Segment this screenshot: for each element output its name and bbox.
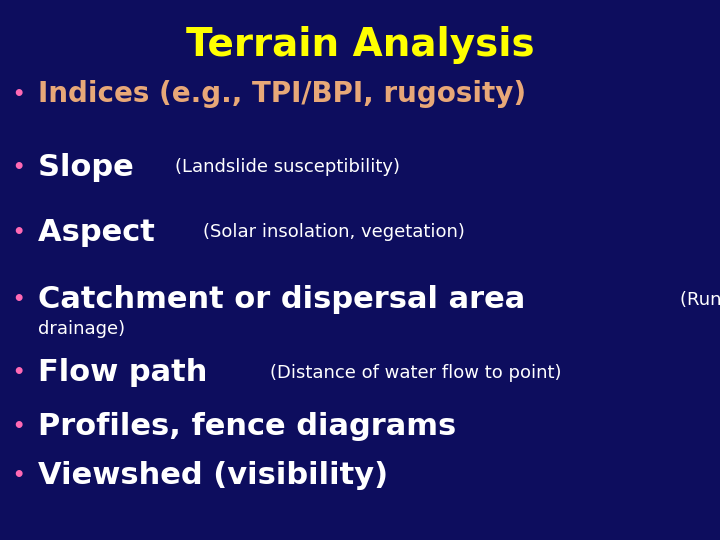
Text: •: • [12,417,24,436]
Text: Profiles, fence diagrams: Profiles, fence diagrams [38,412,456,441]
Text: •: • [12,290,24,309]
Text: Terrain Analysis: Terrain Analysis [186,26,534,64]
Text: Slope: Slope [38,153,145,182]
Text: drainage): drainage) [38,320,125,339]
Text: Catchment or dispersal area: Catchment or dispersal area [38,285,536,314]
Text: •: • [12,222,24,242]
Text: (Landslide susceptibility): (Landslide susceptibility) [175,158,400,177]
Text: (Distance of water flow to point): (Distance of water flow to point) [270,363,562,382]
Text: •: • [12,158,24,177]
Text: •: • [12,465,24,485]
Text: (Solar insolation, vegetation): (Solar insolation, vegetation) [202,223,464,241]
Text: (Runoff volume, soil: (Runoff volume, soil [680,291,720,309]
Text: •: • [12,85,24,104]
Text: •: • [12,363,24,382]
Text: Indices (e.g., TPI/BPI, rugosity): Indices (e.g., TPI/BPI, rugosity) [38,80,526,109]
Text: Flow path: Flow path [38,358,218,387]
Text: Aspect: Aspect [38,218,166,247]
Text: Viewshed (visibility): Viewshed (visibility) [38,461,388,490]
